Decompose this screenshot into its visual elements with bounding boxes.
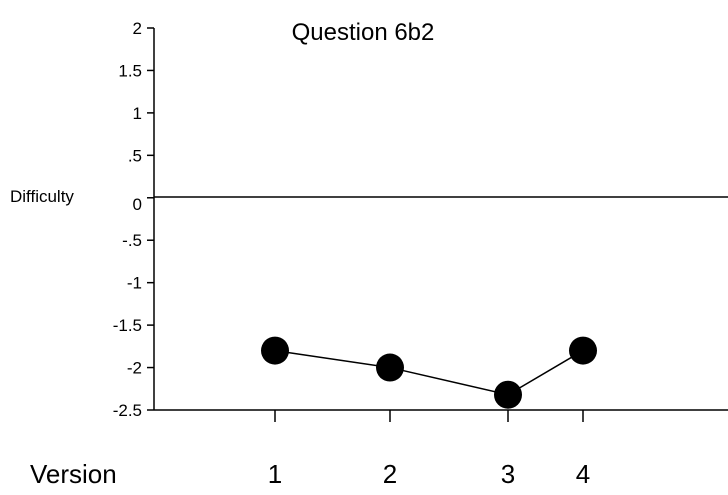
y-tick-label: 1.5 (118, 61, 142, 80)
y-tick-label: -1.5 (113, 316, 142, 335)
y-tick-label: 1 (133, 104, 142, 123)
data-point (494, 380, 522, 409)
x-axis-ticks: 1 2 3 4 (268, 410, 590, 489)
y-tick-label: .5 (128, 146, 142, 165)
y-axis-label: Difficulty (10, 187, 74, 206)
chart-title: Question 6b2 (292, 19, 435, 46)
series-line (274, 349, 584, 396)
y-tick-label: -.5 (122, 231, 142, 250)
series-group (261, 336, 597, 409)
x-axis-label: Version (30, 459, 117, 489)
x-tick-label: 1 (268, 459, 282, 489)
x-tick-label: 3 (501, 459, 515, 489)
y-tick-label: -1 (127, 274, 142, 293)
x-tick-label: 4 (576, 459, 590, 489)
data-point (376, 353, 404, 382)
x-tick-label: 2 (383, 459, 397, 489)
y-tick-label: 2 (133, 19, 142, 38)
y-axis-ticks: 21.51.50-.5-1-1.5-2-2.5 (113, 19, 154, 420)
data-point (569, 336, 597, 365)
y-tick-label: -2.5 (113, 401, 142, 420)
y-tick-label: 0 (133, 195, 142, 214)
data-point (261, 336, 289, 365)
y-tick-label: -2 (127, 359, 142, 378)
